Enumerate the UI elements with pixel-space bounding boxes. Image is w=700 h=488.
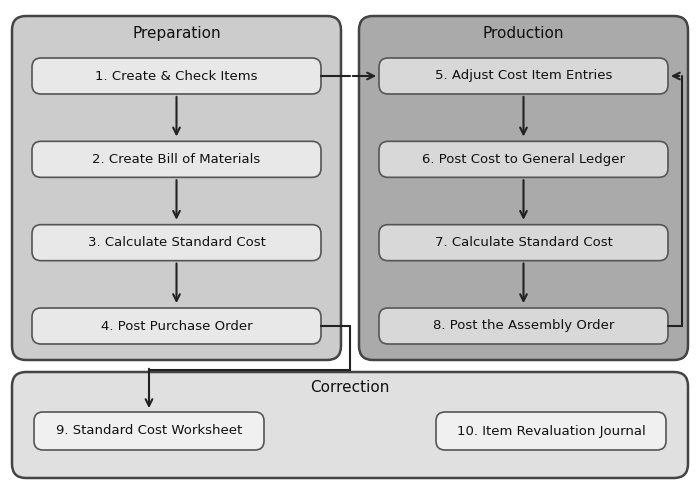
- FancyBboxPatch shape: [379, 142, 668, 177]
- Text: 7. Calculate Standard Cost: 7. Calculate Standard Cost: [435, 236, 612, 249]
- Text: 3. Calculate Standard Cost: 3. Calculate Standard Cost: [88, 236, 265, 249]
- Text: 4. Post Purchase Order: 4. Post Purchase Order: [101, 320, 252, 332]
- Text: Production: Production: [483, 26, 564, 41]
- Text: 2. Create Bill of Materials: 2. Create Bill of Materials: [92, 153, 260, 166]
- FancyBboxPatch shape: [32, 142, 321, 177]
- FancyBboxPatch shape: [32, 308, 321, 344]
- Text: 10. Item Revaluation Journal: 10. Item Revaluation Journal: [456, 425, 645, 438]
- FancyBboxPatch shape: [12, 372, 688, 478]
- Text: 8. Post the Assembly Order: 8. Post the Assembly Order: [433, 320, 614, 332]
- Text: Correction: Correction: [310, 380, 390, 395]
- FancyBboxPatch shape: [379, 224, 668, 261]
- FancyBboxPatch shape: [32, 224, 321, 261]
- Text: 5. Adjust Cost Item Entries: 5. Adjust Cost Item Entries: [435, 69, 612, 82]
- FancyBboxPatch shape: [379, 308, 668, 344]
- Text: 9. Standard Cost Worksheet: 9. Standard Cost Worksheet: [56, 425, 242, 438]
- Text: Preparation: Preparation: [132, 26, 220, 41]
- Text: 6. Post Cost to General Ledger: 6. Post Cost to General Ledger: [422, 153, 625, 166]
- FancyBboxPatch shape: [32, 58, 321, 94]
- FancyBboxPatch shape: [379, 58, 668, 94]
- FancyBboxPatch shape: [34, 412, 264, 450]
- FancyBboxPatch shape: [12, 16, 341, 360]
- Text: 1. Create & Check Items: 1. Create & Check Items: [95, 69, 258, 82]
- FancyBboxPatch shape: [359, 16, 688, 360]
- FancyBboxPatch shape: [436, 412, 666, 450]
